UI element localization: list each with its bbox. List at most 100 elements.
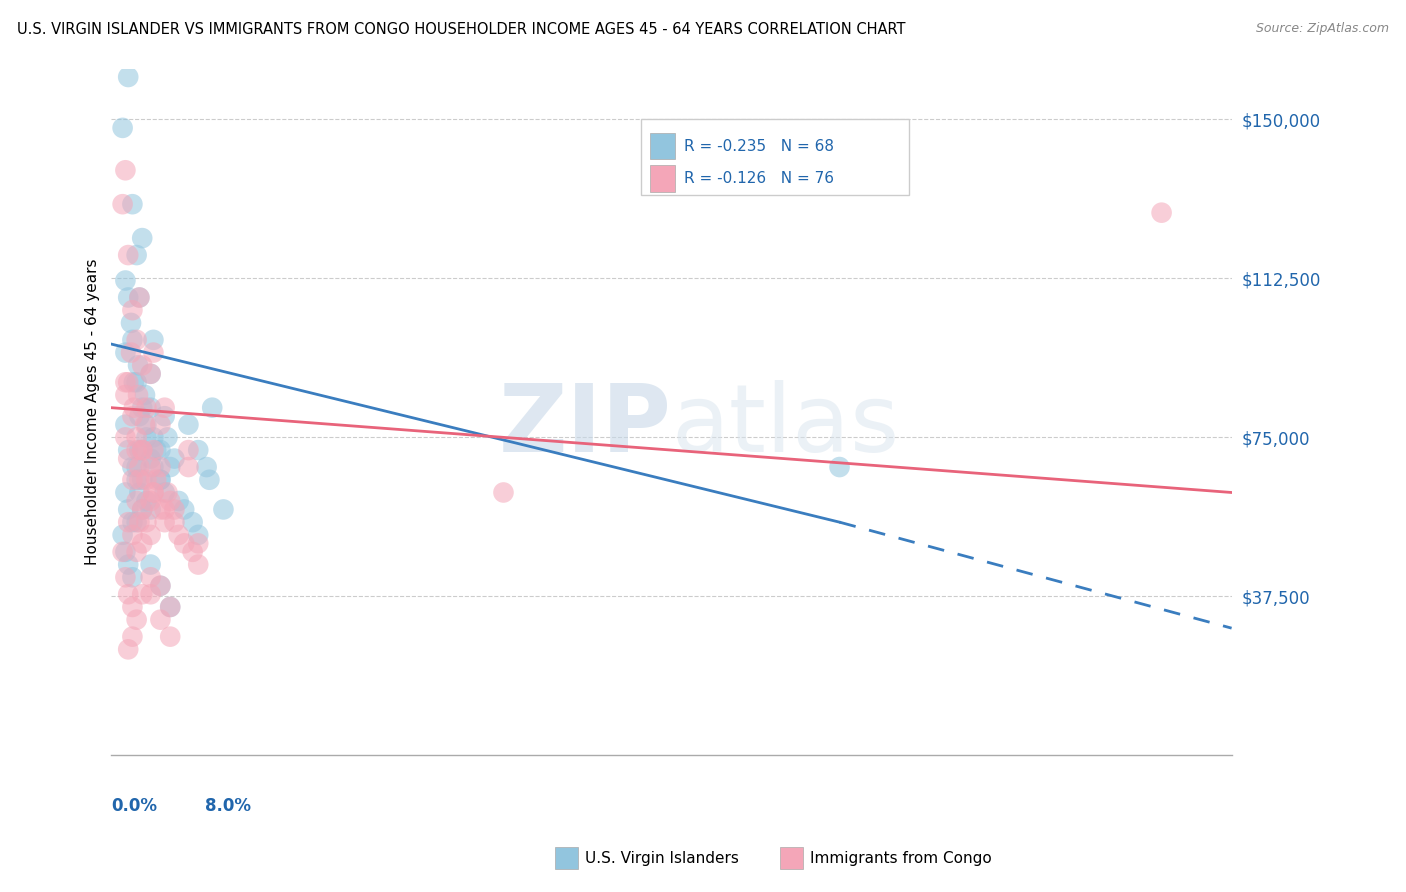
Point [121, 515, 143, 529]
Point [142, 430, 165, 444]
Point [142, 443, 165, 458]
Point [187, 536, 209, 550]
Point [122, 401, 145, 415]
Point [121, 473, 143, 487]
Point [135, 430, 157, 444]
Point [156, 430, 179, 444]
Text: U.S. VIRGIN ISLANDER VS IMMIGRANTS FROM CONGO HOUSEHOLDER INCOME AGES 45 - 64 YE: U.S. VIRGIN ISLANDER VS IMMIGRANTS FROM … [17, 22, 905, 37]
Point [117, 502, 139, 516]
Point [114, 545, 136, 559]
Point [187, 528, 209, 542]
Point [163, 502, 186, 516]
Point [181, 545, 204, 559]
Point [121, 630, 143, 644]
Point [117, 443, 139, 458]
Point [195, 460, 218, 475]
Point [121, 409, 143, 424]
Point [149, 417, 172, 432]
Point [163, 451, 186, 466]
Text: ZIP: ZIP [499, 380, 672, 472]
Point [153, 401, 176, 415]
Point [125, 545, 148, 559]
Point [125, 376, 148, 390]
Point [117, 248, 139, 262]
Point [139, 367, 162, 381]
Point [114, 417, 136, 432]
Point [149, 460, 172, 475]
Text: U.S. Virgin Islanders: U.S. Virgin Islanders [585, 851, 738, 865]
Point [149, 473, 172, 487]
Point [153, 409, 176, 424]
Point [153, 502, 176, 516]
Point [142, 333, 165, 347]
Point [492, 485, 515, 500]
Point [177, 460, 200, 475]
Point [181, 515, 204, 529]
Point [125, 443, 148, 458]
Point [122, 376, 145, 390]
Point [120, 345, 142, 359]
Point [201, 401, 224, 415]
Point [131, 536, 153, 550]
Point [187, 558, 209, 572]
Point [142, 485, 165, 500]
Point [149, 613, 172, 627]
Point [212, 502, 235, 516]
Point [159, 599, 181, 614]
Text: R = -0.235   N = 68: R = -0.235 N = 68 [683, 138, 834, 153]
Point [135, 515, 157, 529]
Point [131, 502, 153, 516]
Point [135, 417, 157, 432]
Point [114, 485, 136, 500]
Point [128, 290, 150, 304]
Point [173, 502, 195, 516]
Point [131, 443, 153, 458]
Point [139, 570, 162, 584]
Point [167, 528, 190, 542]
Point [139, 451, 162, 466]
Point [135, 494, 157, 508]
Point [131, 587, 153, 601]
Point [117, 587, 139, 601]
Point [117, 290, 139, 304]
Point [114, 345, 136, 359]
Point [167, 494, 190, 508]
Point [139, 587, 162, 601]
Point [187, 443, 209, 458]
Point [121, 333, 143, 347]
Point [149, 473, 172, 487]
Text: 0.0%: 0.0% [111, 797, 157, 814]
Point [149, 579, 172, 593]
Point [125, 613, 148, 627]
Point [1150, 205, 1173, 219]
Point [125, 515, 148, 529]
Point [131, 473, 153, 487]
Y-axis label: Householder Income Ages 45 - 64 years: Householder Income Ages 45 - 64 years [86, 259, 100, 566]
Point [149, 502, 172, 516]
Text: R = -0.126   N = 76: R = -0.126 N = 76 [683, 171, 834, 186]
Point [139, 558, 162, 572]
Point [135, 401, 157, 415]
Point [125, 460, 148, 475]
Text: Immigrants from Congo: Immigrants from Congo [810, 851, 991, 865]
Point [121, 599, 143, 614]
Point [131, 443, 153, 458]
Point [142, 460, 165, 475]
Point [121, 460, 143, 475]
Point [114, 376, 136, 390]
Point [153, 515, 176, 529]
Point [128, 409, 150, 424]
Point [125, 494, 148, 508]
Point [125, 430, 148, 444]
Point [117, 451, 139, 466]
Point [127, 388, 149, 402]
Point [135, 473, 157, 487]
Point [120, 316, 142, 330]
Point [125, 248, 148, 262]
Point [131, 231, 153, 245]
Point [131, 443, 153, 458]
Point [134, 388, 156, 402]
Point [139, 528, 162, 542]
Point [121, 528, 143, 542]
Text: Source: ZipAtlas.com: Source: ZipAtlas.com [1256, 22, 1389, 36]
